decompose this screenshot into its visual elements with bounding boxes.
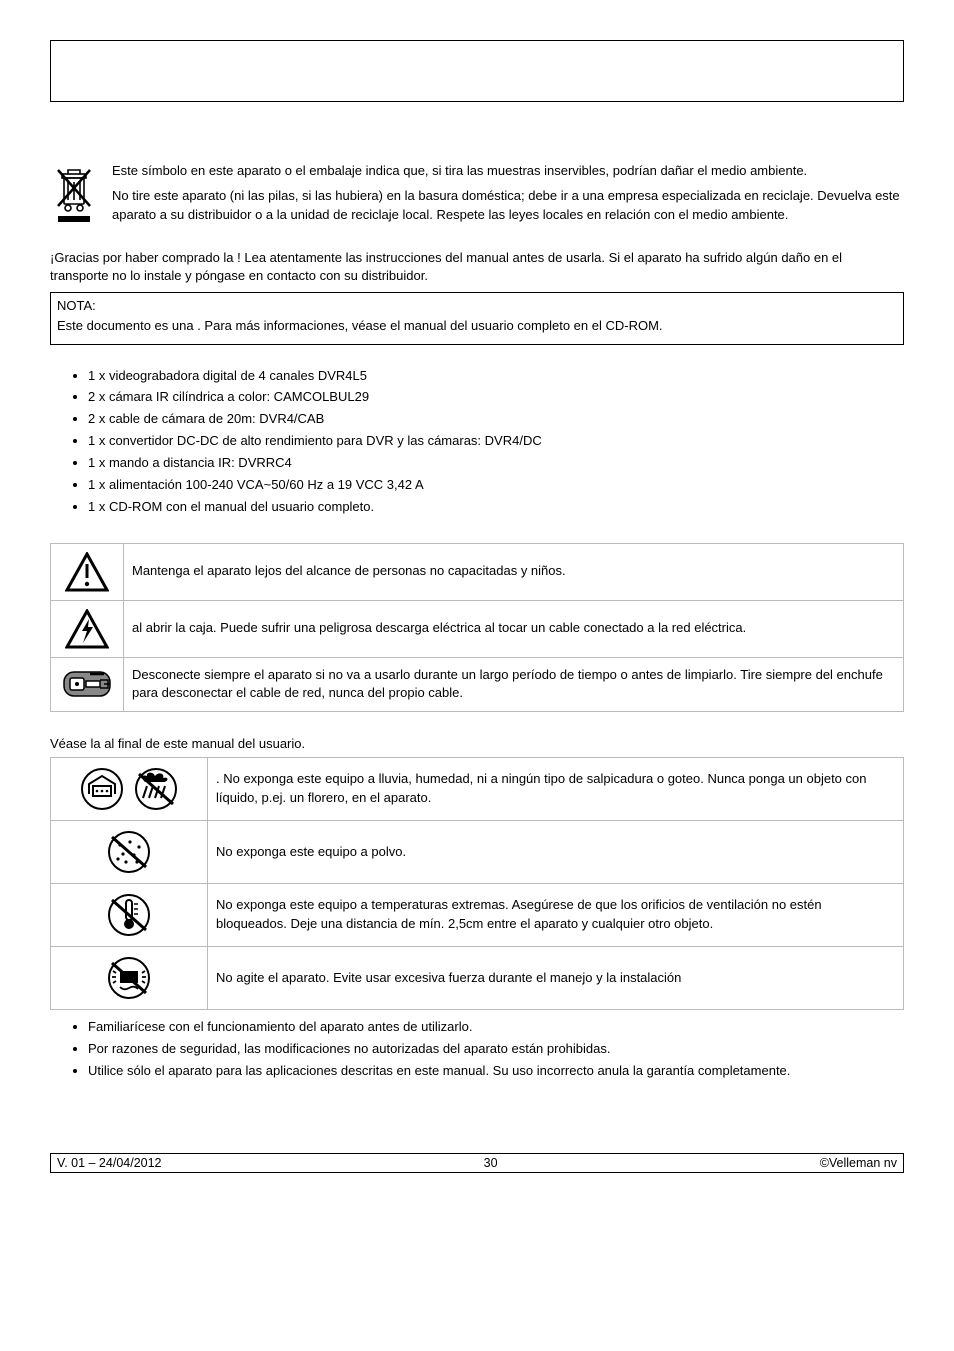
vease-pre: Véase la <box>50 736 104 751</box>
note-post: . Para más informaciones, véase el manua… <box>197 318 662 333</box>
safety-text: No agite el aparato. Evite usar excesiva… <box>208 947 904 1010</box>
no-shake-icon <box>51 947 208 1010</box>
list-item: 1 x CD-ROM con el manual del usuario com… <box>88 498 904 517</box>
thanks-line: ¡Gracias por haber comprado la ! Lea ate… <box>50 249 904 287</box>
package-contents-list: 1 x videograbadora digital de 4 canales … <box>50 367 904 517</box>
intro-paragraph-1: Este símbolo en este aparato o el embala… <box>112 162 904 181</box>
safety-table-2: . No exponga este equipo a lluvia, humed… <box>50 757 904 1010</box>
safety-text: No exponga este equipo a temperaturas ex… <box>208 884 904 947</box>
unplug-icon <box>51 657 124 712</box>
weee-bin-icon <box>50 162 102 224</box>
no-dust-icon <box>51 821 208 884</box>
list-item: Familiarícese con el funcionamiento del … <box>88 1018 904 1037</box>
intro-text: Este símbolo en este aparato o el embala… <box>112 162 904 231</box>
list-item: 1 x videograbadora digital de 4 canales … <box>88 367 904 386</box>
note-box: NOTA: Este documento es una . Para más i… <box>50 292 904 344</box>
note-pre: Este documento es una <box>57 318 197 333</box>
safety-text: Mantenga el aparato lejos del alcance de… <box>124 543 904 600</box>
list-item: 1 x alimentación 100-240 VCA~50/60 Hz a … <box>88 476 904 495</box>
note-title: NOTA: <box>57 297 897 315</box>
electric-shock-icon <box>51 600 124 657</box>
safety-text: Desconecte siempre el aparato si no va a… <box>124 657 904 712</box>
list-item: Utilice sólo el aparato para las aplicac… <box>88 1062 904 1081</box>
header-box <box>50 40 904 102</box>
bottom-notes-list: Familiarícese con el funcionamiento del … <box>50 1018 904 1081</box>
footer-version: V. 01 – 24/04/2012 <box>57 1156 162 1170</box>
safety-table-1: Mantenga el aparato lejos del alcance de… <box>50 543 904 713</box>
note-body: Este documento es una . Para más informa… <box>57 317 897 335</box>
intro-paragraph-2: No tire este aparato (ni las pilas, si l… <box>112 187 904 225</box>
footer-page-number: 30 <box>484 1156 498 1170</box>
vease-line: Véase la al final de este manual del usu… <box>50 736 904 751</box>
no-heat-icon <box>51 884 208 947</box>
warning-icon <box>51 543 124 600</box>
safety-text: . No exponga este equipo a lluvia, humed… <box>208 758 904 821</box>
vease-post: al final de este manual del usuario. <box>104 736 305 751</box>
footer-copyright: ©Velleman nv <box>820 1156 897 1170</box>
list-item: Por razones de seguridad, las modificaci… <box>88 1040 904 1059</box>
indoor-dry-icon <box>51 758 208 821</box>
page-footer: V. 01 – 24/04/2012 30 ©Velleman nv <box>50 1151 904 1173</box>
list-item: 1 x convertidor DC-DC de alto rendimient… <box>88 432 904 451</box>
intro-section: Este símbolo en este aparato o el embala… <box>50 162 904 231</box>
list-item: 2 x cable de cámara de 20m: DVR4/CAB <box>88 410 904 429</box>
list-item: 2 x cámara IR cilíndrica a color: CAMCOL… <box>88 388 904 407</box>
thanks-pre: ¡Gracias por haber comprado la <box>50 250 237 265</box>
list-item: 1 x mando a distancia IR: DVRRC4 <box>88 454 904 473</box>
safety-text: al abrir la caja. Puede sufrir una pelig… <box>124 600 904 657</box>
safety-text: No exponga este equipo a polvo. <box>208 821 904 884</box>
